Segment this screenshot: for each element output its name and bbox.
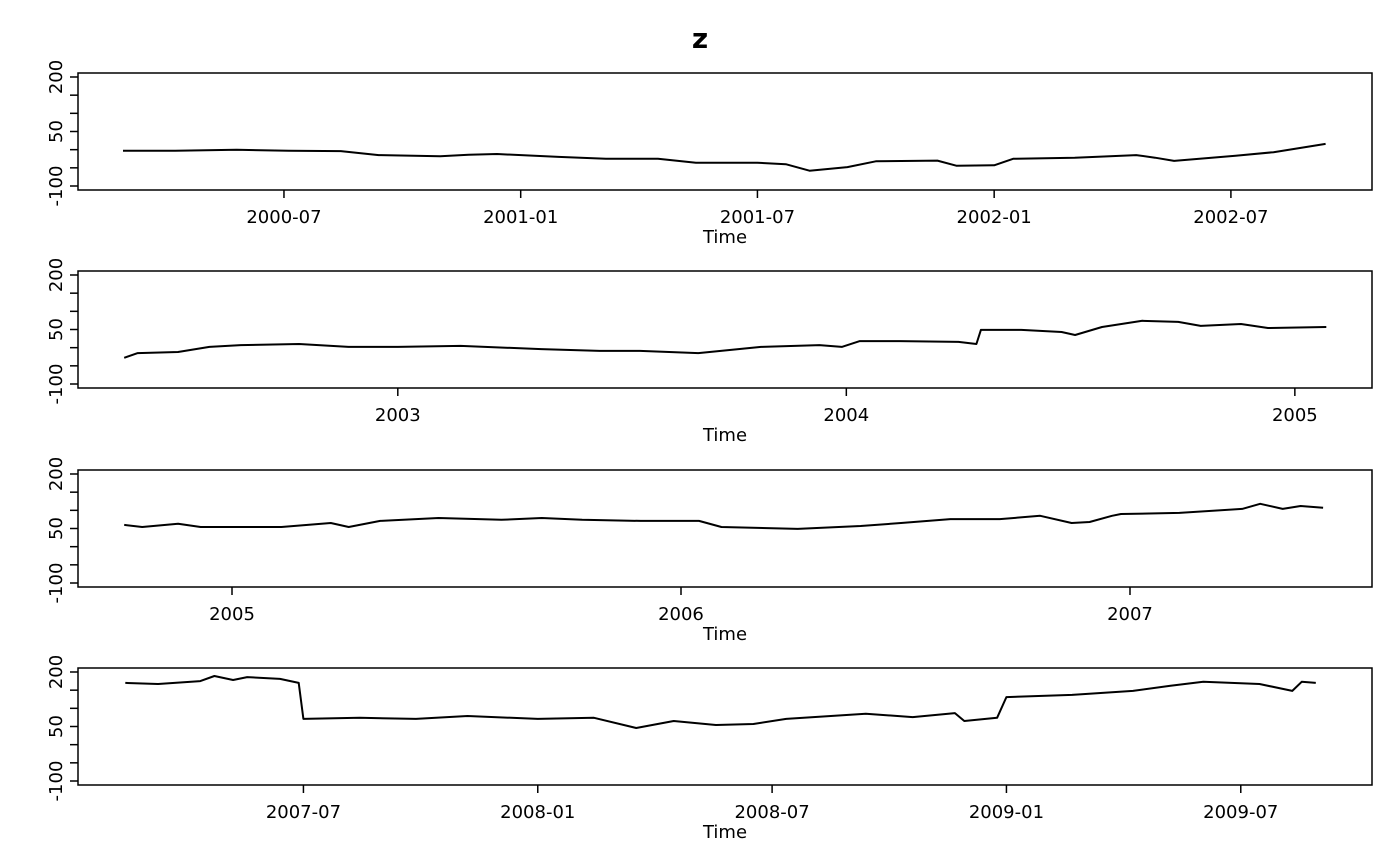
x-tick-label: 2002-07 (1193, 207, 1268, 228)
x-tick-label: 2007-07 (266, 802, 341, 823)
x-tick-label: 2003 (375, 405, 421, 426)
x-tick-label: 2000-07 (246, 207, 321, 228)
plot-frame (77, 469, 1373, 588)
x-tick-label: 2006 (658, 604, 704, 625)
chart-title: z (692, 22, 708, 55)
y-tick-label: 200 (46, 258, 67, 292)
series-line (123, 142, 1326, 172)
y-tick-label: 200 (46, 457, 67, 491)
y-tick-label: -100 (46, 761, 67, 802)
plot-frame (77, 72, 1373, 191)
x-tick-label: 2007 (1107, 604, 1153, 625)
x-tick-label: 2005 (1272, 405, 1318, 426)
x-tick-label: 2009-07 (1203, 802, 1278, 823)
x-tick-label: 2001-07 (720, 207, 795, 228)
x-tick-label: 2001-01 (483, 207, 558, 228)
series-line (123, 319, 1327, 359)
series-line (125, 675, 1316, 729)
x-tick-label: 2008-07 (734, 802, 809, 823)
y-tick-label: -100 (46, 563, 67, 604)
x-tick-label: 2008-01 (500, 802, 575, 823)
y-tick-label: -100 (46, 364, 67, 405)
x-tick-label: 2002-01 (957, 207, 1032, 228)
y-tick-label: 50 (46, 715, 67, 738)
x-axis-label: Time (702, 624, 747, 645)
x-axis-label: Time (702, 425, 747, 446)
series-line (124, 502, 1324, 530)
y-tick-label: 50 (46, 318, 67, 341)
y-tick-label: -100 (46, 166, 67, 207)
y-tick-label: 200 (46, 60, 67, 94)
y-tick-label: 50 (46, 120, 67, 143)
x-axis-label: Time (702, 227, 747, 248)
y-tick-label: 50 (46, 517, 67, 540)
y-tick-label: 200 (46, 655, 67, 689)
x-tick-label: 2009-01 (969, 802, 1044, 823)
plot-frame (77, 270, 1373, 389)
x-axis-label: Time (702, 822, 747, 843)
x-tick-label: 2005 (209, 604, 255, 625)
x-tick-label: 2004 (823, 405, 869, 426)
